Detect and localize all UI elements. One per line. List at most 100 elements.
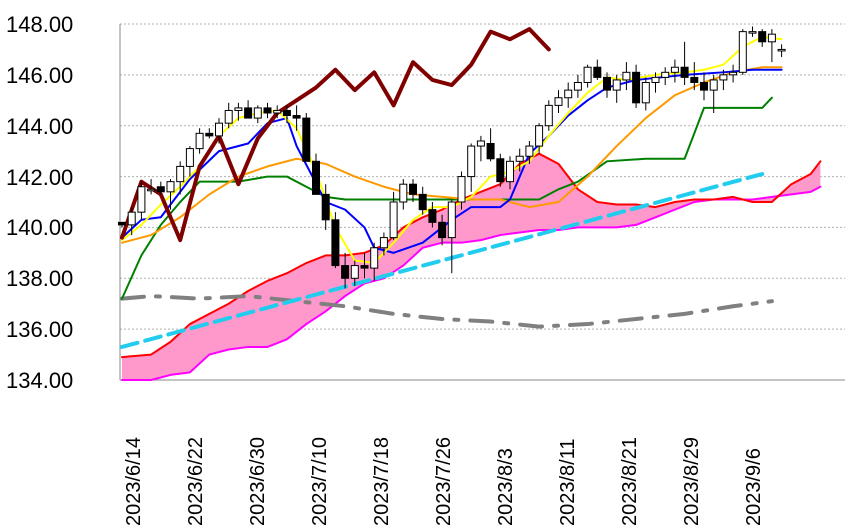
candle-body <box>622 71 631 81</box>
candle-body <box>292 115 301 119</box>
candle <box>447 199 456 274</box>
candle-body <box>758 31 767 43</box>
candle <box>137 181 146 220</box>
candle-body <box>748 31 757 34</box>
candles <box>118 26 786 289</box>
candle <box>302 113 311 162</box>
x-tick-label: 2023/8/29 <box>681 437 703 526</box>
candle-body <box>224 109 233 124</box>
candle <box>253 105 262 124</box>
x-tick-label: 2023/6/30 <box>247 437 269 526</box>
candle <box>224 102 233 129</box>
candle <box>215 118 223 144</box>
candle-body <box>506 160 514 183</box>
candle <box>719 69 728 91</box>
candle-body <box>729 71 738 76</box>
trend-line <box>120 172 765 349</box>
lagging-span-line <box>120 27 551 243</box>
candle-body <box>156 186 165 193</box>
candle <box>700 72 708 101</box>
candle-body <box>554 97 563 106</box>
candle-body <box>612 79 621 91</box>
x-tick-label: 2023/8/21 <box>619 437 641 526</box>
candle-body <box>593 66 602 78</box>
candle-body <box>573 81 582 91</box>
candle <box>535 123 544 154</box>
x-tick-label: 2023/6/14 <box>123 437 145 526</box>
candle-body <box>205 132 214 137</box>
candle <box>370 242 379 281</box>
candle <box>176 161 185 195</box>
candle <box>583 64 592 88</box>
candle-body <box>564 89 573 99</box>
candle <box>641 77 650 111</box>
candle-body <box>428 209 437 223</box>
candle-body <box>632 71 641 104</box>
candle <box>234 102 243 121</box>
x-tick-label: 2023/7/26 <box>433 437 455 526</box>
candle <box>341 252 350 289</box>
candle-body <box>515 155 524 162</box>
candle-body <box>418 193 427 211</box>
candle-body <box>447 201 456 239</box>
cloud <box>122 153 821 380</box>
long-ma-line <box>121 66 783 244</box>
candle <box>476 135 485 162</box>
candle <box>690 62 699 91</box>
grid <box>120 23 845 330</box>
candle <box>244 100 253 119</box>
candle-body <box>244 107 253 119</box>
candle-body <box>399 183 408 203</box>
candle <box>496 153 505 187</box>
candle-body <box>525 145 534 157</box>
y-tick-label: 148.00 <box>6 12 73 37</box>
candle-body <box>176 165 185 183</box>
candle <box>379 232 388 256</box>
y-tick-label: 134.00 <box>6 368 73 393</box>
candle-body <box>583 66 592 83</box>
candle-body <box>467 145 476 178</box>
candle <box>205 128 214 139</box>
candle <box>544 100 553 131</box>
leading-span-a-line <box>121 152 822 359</box>
candle-body <box>321 193 330 221</box>
x-axis-labels: 2023/6/14 2023/6/22 2023/6/30 2023/7/10 … <box>123 437 765 526</box>
candle-body <box>379 237 388 249</box>
candle <box>573 74 582 98</box>
candle-body <box>680 66 689 78</box>
candle <box>593 59 602 80</box>
candle <box>282 105 291 124</box>
candle <box>525 140 534 164</box>
candle <box>312 153 320 195</box>
candle-body <box>476 140 485 147</box>
candle <box>612 74 621 103</box>
candle <box>418 186 427 215</box>
candle <box>409 179 417 202</box>
candle-body <box>253 107 262 119</box>
x-tick-label: 2023/8/3 <box>495 448 517 526</box>
candle-body <box>603 76 611 91</box>
candle-body <box>389 201 398 239</box>
candle <box>321 184 330 230</box>
candle-body <box>331 219 340 267</box>
candle <box>156 181 165 195</box>
candle-body <box>127 211 136 226</box>
candle <box>680 41 689 86</box>
candle-body <box>360 265 369 269</box>
candle-body <box>661 71 670 78</box>
candle-body <box>341 265 350 279</box>
candle <box>777 44 786 58</box>
x-tick-label: 2023/7/10 <box>309 437 331 526</box>
candle-body <box>738 31 747 73</box>
candle-body <box>185 148 194 167</box>
long-trend-line <box>120 294 774 329</box>
candle-body <box>370 247 379 269</box>
candle <box>709 74 718 113</box>
candle-body <box>641 81 650 104</box>
candle <box>758 29 767 47</box>
candle-body <box>438 221 447 239</box>
candle <box>350 260 359 286</box>
y-tick-label: 136.00 <box>6 317 73 342</box>
x-tick-label: 2023/6/22 <box>185 437 207 526</box>
